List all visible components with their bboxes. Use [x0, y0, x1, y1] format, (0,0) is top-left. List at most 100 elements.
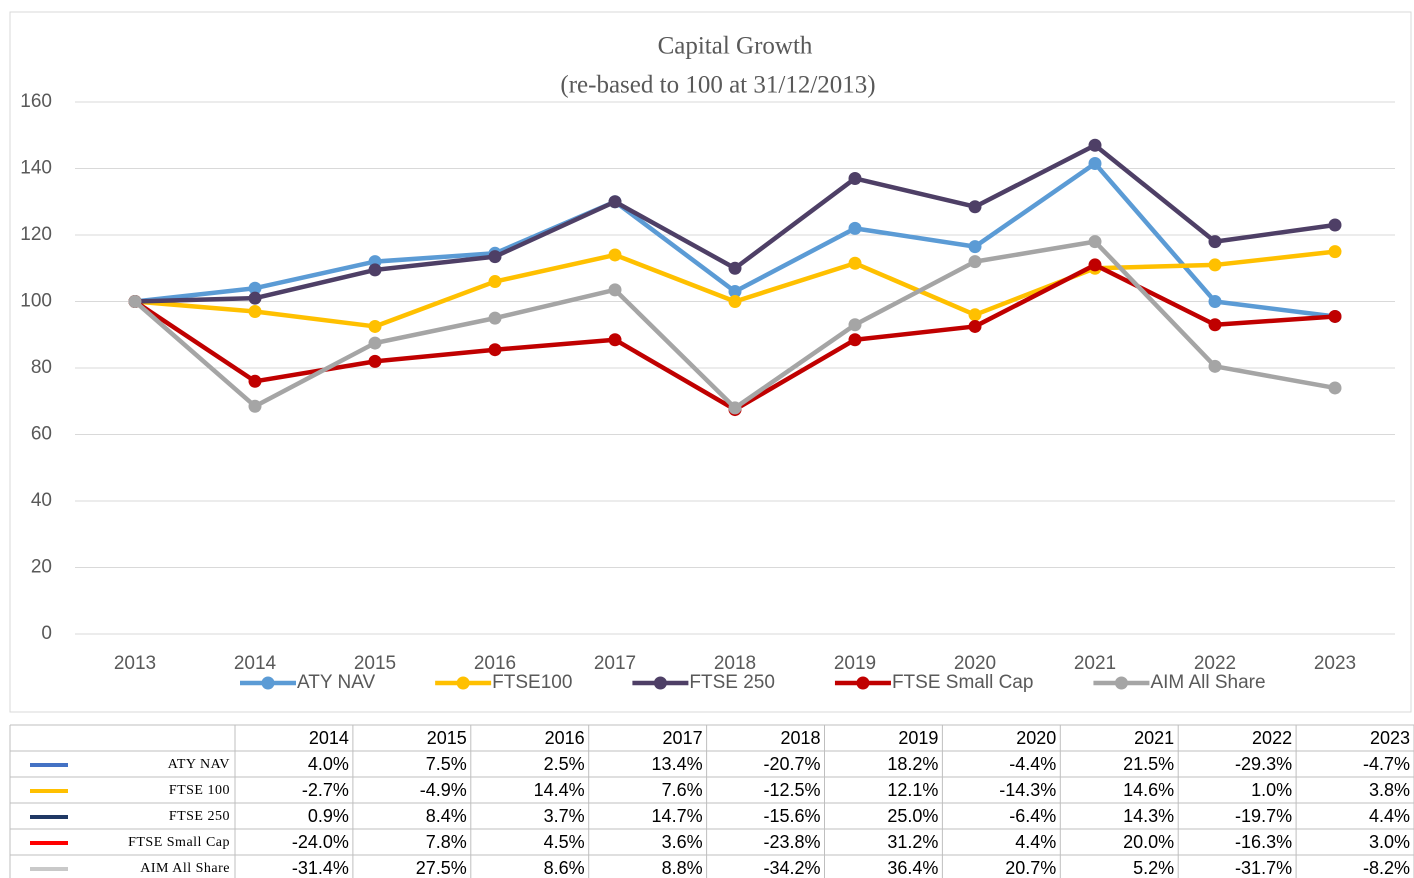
legend-label: AIM All Share [1150, 672, 1265, 693]
point [248, 374, 262, 388]
y-tick-label: 160 [20, 91, 52, 112]
table-cell: 20.7% [1005, 858, 1056, 878]
point [728, 285, 742, 299]
table-cell: 8.6% [544, 858, 585, 878]
table-header: 2022 [1252, 728, 1292, 748]
table-cell: -15.6% [763, 806, 820, 826]
chart-subtitle: (re-based to 100 at 31/12/2013) [560, 72, 875, 99]
point [1088, 138, 1102, 152]
table-cell: 7.6% [662, 780, 703, 800]
point [728, 261, 742, 275]
legend-marker [653, 676, 667, 690]
point [1328, 245, 1342, 259]
table-cell: -16.3% [1235, 832, 1292, 852]
chart-frame [9, 11, 1412, 713]
point [728, 295, 742, 308]
x-tick-label: 2013 [114, 653, 156, 674]
table-cell: -2.7% [302, 780, 349, 800]
table-header: 2023 [1370, 728, 1410, 748]
table-cell: 14.6% [1123, 780, 1174, 800]
y-tick-label: 40 [31, 490, 52, 511]
table-cell: -23.8% [763, 832, 820, 852]
row-label: FTSE 250 [169, 809, 230, 824]
point [848, 333, 862, 347]
table-cell: 4.4% [1015, 832, 1056, 852]
legend: ATY NAV FTSE100 FTSE 250 FTSE Small Cap AIM … [240, 672, 1266, 693]
table-cell: 14.7% [652, 806, 703, 826]
point [488, 275, 502, 289]
point [488, 311, 502, 325]
point [368, 336, 382, 350]
point [1088, 235, 1102, 249]
legend-marker [456, 676, 470, 690]
x-tick-label: 2017 [594, 653, 636, 674]
table-cell: 31.2% [887, 832, 938, 852]
table-cell: -8.2% [1363, 858, 1410, 878]
point [128, 295, 142, 308]
plot [128, 138, 1342, 417]
table-header: 2020 [1016, 728, 1056, 748]
point [968, 200, 982, 214]
x-tick-label: 2014 [234, 653, 277, 674]
table-cell: 3.8% [1369, 780, 1410, 800]
point [608, 195, 622, 209]
legend-marker [856, 676, 870, 690]
row-label: AIM All Share [140, 861, 230, 876]
table-cell: -4.7% [1363, 754, 1410, 774]
point [1208, 359, 1222, 373]
table-cell: -20.7% [763, 754, 820, 774]
point [848, 221, 862, 235]
table-cell: -12.5% [763, 780, 820, 800]
table-cell: 27.5% [416, 858, 467, 878]
y-tick-label: 60 [31, 424, 52, 445]
table-cell: -6.4% [1009, 806, 1056, 826]
x-tick-label: 2016 [474, 653, 516, 674]
point [968, 240, 982, 254]
point [848, 171, 862, 185]
point [1088, 258, 1102, 272]
point [248, 281, 262, 295]
y-tick-label: 120 [20, 224, 52, 245]
point [1208, 295, 1222, 308]
point [1088, 157, 1102, 171]
table: 2014 2015 2016 2017 2018 2019 2020 2021 2022 2023… [9, 724, 1414, 878]
point [848, 256, 862, 270]
table-header: 2016 [545, 728, 585, 748]
table-cell: 3.0% [1369, 832, 1410, 852]
point [968, 308, 982, 322]
table-cell: 5.2% [1133, 858, 1174, 878]
point [608, 333, 622, 347]
x-tick-label: 2023 [1314, 653, 1356, 674]
table-header: 2019 [898, 728, 938, 748]
point [1328, 309, 1342, 323]
table-header: 2018 [780, 728, 820, 748]
point [1208, 258, 1222, 272]
table-header: 2017 [663, 728, 703, 748]
y-tick-label: 80 [31, 357, 52, 378]
point [1328, 218, 1342, 232]
point [248, 291, 262, 305]
legend-label: FTSE 250 [689, 672, 775, 693]
table-cell: -19.7% [1235, 806, 1292, 826]
legend-label: FTSE100 [492, 672, 572, 693]
point [488, 343, 502, 357]
x-tick-label: 2021 [1074, 653, 1116, 674]
point [248, 304, 262, 318]
table-cell: 0.9% [308, 806, 349, 826]
x-tick-label: 2020 [954, 653, 996, 674]
table-cell: 4.5% [544, 832, 585, 852]
point [1208, 318, 1222, 332]
point [608, 283, 622, 297]
x-tick-label: 2019 [834, 653, 876, 674]
point [248, 399, 262, 413]
table-cell: 14.4% [534, 780, 585, 800]
table-cell: 13.4% [652, 754, 703, 774]
chart-title: Capital Growth [658, 33, 813, 60]
point [368, 354, 382, 368]
y-tick-label: 140 [20, 158, 52, 179]
table-cell: 8.4% [426, 806, 467, 826]
table-cell: 12.1% [887, 780, 938, 800]
table-cell: 21.5% [1123, 754, 1174, 774]
table-cell: 1.0% [1251, 780, 1292, 800]
